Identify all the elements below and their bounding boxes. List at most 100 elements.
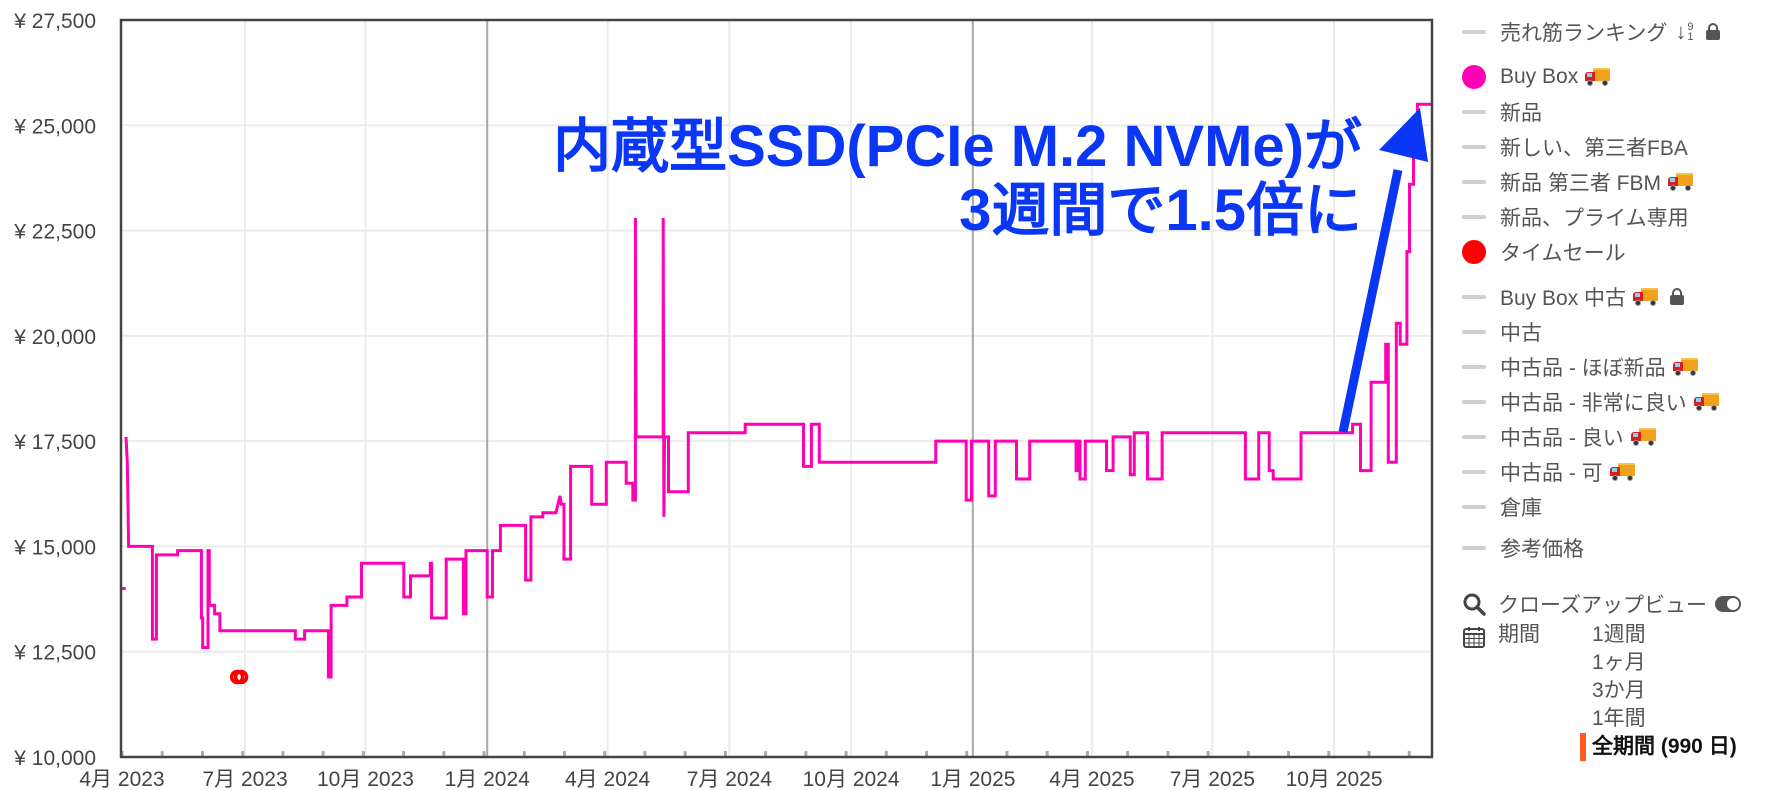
legend-dash-icon [1462,294,1486,299]
closeup-view-label: クローズアップビュー [1498,594,1707,617]
period-option[interactable]: 1年間 [1592,707,1646,730]
truck-icon [1632,287,1659,306]
period-option[interactable]: 1週間 [1592,623,1646,646]
legend-dash-icon [1462,504,1486,509]
x-tick-label: 4月 2025 [1049,768,1134,790]
x-tick-label: 7月 2023 [202,768,287,790]
annotation-line2: 3週間で1.5倍に [959,178,1362,243]
legend-item[interactable]: 新品 第三者 FBM [1462,164,1774,199]
annotation-arrow-shaft [1338,169,1403,433]
truck-icon [1584,67,1611,86]
truck-icon [1693,392,1719,411]
x-axis: 4月 2023 7月 2023 10月 2023 1月 2024 4月 2024 7月 2… [79,751,1411,790]
legend-list: 売れ筋ランキング ↓ 9 1 Buy Box 新品新しい、第三者FBA 新品 第三者 FBM… [1462,14,1774,565]
truck-icon [1672,357,1698,376]
y-tick-label: ¥ 15,000 [13,536,96,559]
legend-item[interactable]: 中古品 - 可 [1462,454,1774,489]
legend-item-label: 新しい、第三者FBA [1500,136,1688,160]
x-tick-label: 1月 2024 [445,768,531,790]
price-point [121,587,126,591]
legend-item[interactable]: 新しい、第三者FBA [1462,129,1774,164]
legend-dash-icon [1462,469,1486,474]
legend-item[interactable]: タイムセール [1462,234,1774,269]
legend-item-label: 中古 [1500,321,1542,345]
legend-panel: 売れ筋ランキング ↓ 9 1 Buy Box 新品新しい、第三者FBA 新品 第三者 FBM… [1462,14,1774,761]
legend-dash-icon [1462,329,1486,334]
legend-item-label: 中古品 - 可 [1500,461,1603,485]
magnifier-icon [1463,593,1486,616]
legend-item[interactable]: 中古品 - ほぼ新品 [1462,349,1774,384]
x-tick-label: 7月 2025 [1170,768,1255,790]
legend-item-label: 新品、プライム専用 [1500,206,1689,230]
y-axis: ¥ 10,000 ¥ 12,500 ¥ 15,000 ¥ 17,500 ¥ 20,000… [13,10,96,770]
legend-dash-icon [1462,399,1486,404]
truck-icon [1609,462,1635,481]
legend-dash-icon [1462,29,1486,34]
annotation-line1: 内蔵型SSD(PCIe M.2 NVMe)が [553,114,1362,179]
plot-frame [119,18,1434,759]
legend-item[interactable]: Buy Box [1462,59,1774,94]
legend-dash-icon [1462,179,1486,184]
legend-item-label: 新品 [1500,101,1542,125]
y-tick-label: ¥ 20,000 [13,326,96,349]
legend-dash-icon [1462,214,1486,219]
annotation-arrow-head-icon [1379,108,1428,162]
period-option[interactable]: 全期間 (990 日) [1580,733,1737,761]
period-option[interactable]: 1ヶ月 [1592,651,1646,674]
period-options: 1週間 1ヶ月 3か月 1年間全期間 (990 日) [1580,621,1737,761]
truck-icon [1667,172,1693,191]
timesale-marker [233,669,249,685]
buybox-price-line [124,102,1432,679]
legend-item[interactable]: 新品、プライム専用 [1462,199,1774,234]
x-tick-label: 1月 2025 [930,768,1015,790]
y-tick-label: ¥ 10,000 [13,747,96,770]
legend-item-label: 売れ筋ランキング [1500,21,1668,45]
legend-item[interactable]: 参考価格 [1462,530,1774,565]
legend-dash-icon [1462,109,1486,114]
period-label: 期間 [1498,623,1540,646]
legend-item-label: Buy Box [1500,64,1579,88]
x-tick-label: 7月 2024 [687,768,773,790]
legend-item-label: 中古品 - 非常に良い [1500,391,1687,415]
legend-item[interactable]: 中古 [1462,314,1774,349]
legend-item[interactable]: 中古品 - 非常に良い [1462,384,1774,419]
legend-item[interactable]: 中古品 - 良い [1462,419,1774,454]
legend-item-label: Buy Box 中古 [1500,286,1627,310]
calendar-icon [1463,627,1485,648]
legend-item[interactable]: 新品 [1462,94,1774,129]
x-tick-label: 10月 2023 [317,768,414,790]
y-tick-label: ¥ 12,500 [13,642,96,665]
legend-item[interactable]: 売れ筋ランキング ↓ 9 1 [1462,14,1774,49]
legend-dash-icon [1462,434,1486,439]
legend-item-label: 中古品 - 良い [1500,426,1624,450]
legend-item-label: 倉庫 [1500,496,1542,520]
y-tick-label: ¥ 25,000 [13,115,96,138]
chart-grid [122,20,1432,757]
sort-numeric-icon[interactable]: ↓ 9 1 [1675,18,1694,44]
legend-dash-icon [1462,364,1486,369]
price-series [121,102,1432,685]
legend-item[interactable]: Buy Box 中古 [1462,279,1774,314]
y-tick-label: ¥ 17,500 [13,431,96,454]
y-tick-label: ¥ 22,500 [13,221,96,244]
x-tick-label: 4月 2023 [79,768,164,790]
legend-dot-icon [1462,239,1486,264]
annotation: 内蔵型SSD(PCIe M.2 NVMe)が 3週間で1.5倍に [553,108,1428,433]
legend-item-label: タイムセール [1500,241,1626,265]
closeup-view-row[interactable]: クローズアップビュー [1462,587,1774,621]
legend-item-label: 中古品 - ほぼ新品 [1500,356,1666,380]
truck-icon [1630,427,1656,446]
legend-dash-icon [1462,545,1486,550]
x-tick-label: 10月 2024 [803,768,900,790]
legend-dash-icon [1462,144,1486,149]
price-history-chart[interactable]: ¥ 10,000 ¥ 12,500 ¥ 15,000 ¥ 17,500 ¥ 20,000… [0,0,1460,790]
y-tick-label: ¥ 27,500 [13,10,96,33]
period-option[interactable]: 3か月 [1592,679,1646,702]
legend-dot-icon [1462,64,1486,89]
lock-icon [1705,23,1720,40]
legend-item[interactable]: 倉庫 [1462,489,1774,524]
x-tick-label: 4月 2024 [565,768,651,790]
closeup-view-toggle[interactable] [1714,596,1741,612]
period-section: 期間 1週間 1ヶ月 3か月 1年間全期間 (990 日) [1462,621,1774,761]
x-tick-label: 10月 2025 [1286,768,1383,790]
